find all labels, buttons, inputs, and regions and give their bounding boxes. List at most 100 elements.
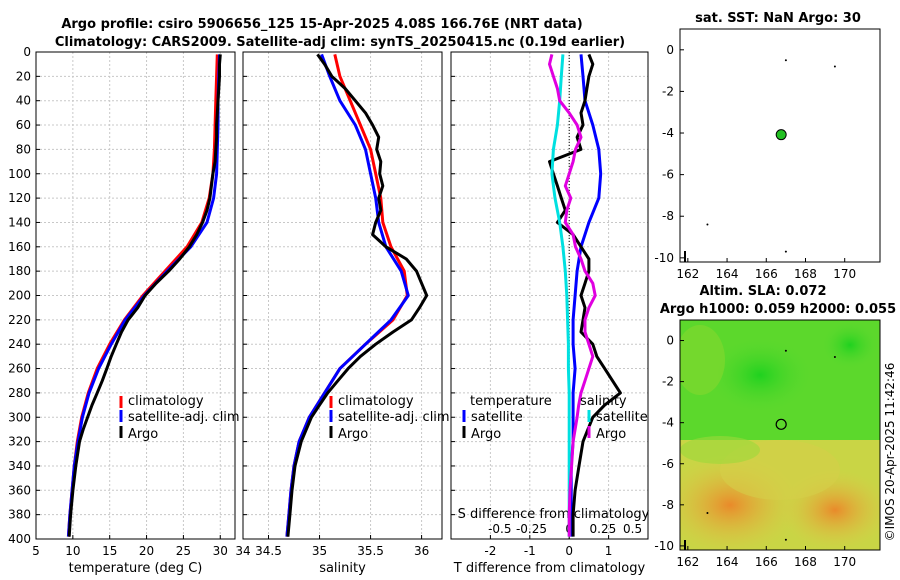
y-tick-label: 140 [8,215,31,229]
sst-map-panel: 162 164 166 168 170 0 -2 -4 -6 -8 -10 [654,28,881,281]
y-tick-label: 0 [666,43,674,57]
x-axis-label-top: S difference from climatology [458,507,650,522]
temperature-profile-panel: 5 10 15 20 25 3002040608010012014016018020022… [8,45,236,576]
imos-watermark: ©IMOS 20-Apr-2025 11:42:46 [883,363,897,542]
x-axis-label: salinity [319,561,366,576]
legend-label-argo: Argo [128,427,158,442]
argo-location-marker [775,129,787,141]
x-tick-label: 30 [213,544,228,558]
y-tick-label: -4 [662,126,674,140]
x-tick-label: 5 [32,544,40,558]
island-dot [833,65,836,68]
x-tick-label: 164 [716,555,739,569]
x-tick-label: 164 [716,267,739,281]
y-tick-label: -10 [654,539,674,553]
y-tick-label: -4 [662,416,674,430]
legend-temperature-header: temperature [470,394,552,409]
x-tick-label: 35.5 [357,544,384,558]
difference-profile-panel: -2 -1 0 1 T difference from climatology S dif… [450,51,650,576]
legend-label-satellite: satellite-adj. clim [338,410,450,425]
x-tick-label: 0 [565,544,573,558]
legend-label-sal-argo: Argo [596,427,626,442]
y-tick-label: 280 [8,386,31,400]
y-tick-label: 60 [16,118,31,132]
x-tick-label: 168 [794,267,817,281]
y-tick-label: 200 [8,289,31,303]
x-tick-label: 162 [676,555,699,569]
x-tick-label: 170 [833,267,856,281]
top-tick-label: -0.25 [516,522,547,536]
top-tick-label: 0.5 [623,522,642,536]
island-dot [706,512,709,515]
legend-label-sal-satellite: satellite [596,410,648,425]
y-tick-label: 160 [8,240,31,254]
top-tick-label: -0.5 [488,522,511,536]
x-tick-label: 36 [414,544,429,558]
y-tick-label: 320 [8,435,31,449]
legend-label-satellite: satellite-adj. clim [128,410,240,425]
y-tick-label: 0 [666,334,674,348]
legend-label-climatology: climatology [338,394,414,409]
x-tick-label: 25 [176,544,191,558]
island-dot [784,349,787,352]
x-tick-label: 162 [676,267,699,281]
y-tick-label: 360 [8,483,31,497]
legend-differences: temperature salinity satellite Argo sate… [462,394,648,442]
island-dot [784,538,787,541]
y-tick-label: 180 [8,264,31,278]
x-tick-label: 10 [65,544,80,558]
x-tick-label: -1 [524,544,536,558]
x-axis-label: T difference from climatology [453,561,646,576]
figure-title-line2: Climatology: CARS2009. Satellite-adj cli… [55,35,625,50]
legend-salinity-header: salinity [580,394,627,409]
x-tick-label: 34 [235,544,250,558]
sst-map-title: sat. SST: NaN Argo: 30 [695,11,861,26]
y-tick-label: -6 [662,457,674,471]
y-tick-label: 20 [16,69,31,83]
series-salinity-argo [548,54,597,537]
sla-map-panel: 162 164 166 168 170 0 -2 -4 -6 -8 -10 [654,319,881,569]
y-tick-label: -6 [662,168,674,182]
sla-map-title-line2: Argo h1000: 0.059 h2000: 0.055 [660,302,896,317]
x-tick-label: 20 [139,544,154,558]
x-tick-label: 170 [833,555,856,569]
y-tick-label: 220 [8,313,31,327]
y-tick-label: -8 [662,498,674,512]
sla-map-title-line1: Altim. SLA: 0.072 [700,284,827,299]
x-tick-label: 15 [102,544,117,558]
y-tick-label: 340 [8,459,31,473]
legend-temperature: climatology satellite-adj. clim Argo [119,394,240,442]
sla-heatmap [680,320,880,550]
series-argo [67,54,222,537]
island-dot [833,355,836,358]
island-dot [784,59,787,62]
x-tick-label: 166 [755,267,778,281]
x-tick-label: 168 [794,555,817,569]
coast-mark [684,540,686,550]
legend-label-climatology: climatology [128,394,204,409]
legend-label-temp-satellite: satellite [471,410,523,425]
y-tick-label: 100 [8,167,31,181]
argo-location-marker [775,418,787,430]
x-tick-label: -2 [484,544,496,558]
coast-mark [684,251,686,262]
legend-label-argo: Argo [338,427,368,442]
y-tick-label: 0 [23,45,31,59]
series-salinity-satellite [550,54,571,537]
y-tick-label: 300 [8,410,31,424]
x-tick-label: 166 [755,555,778,569]
x-tick-label: 35 [312,544,327,558]
y-tick-label: 240 [8,337,31,351]
map-frame [679,28,881,263]
y-tick-label: -2 [662,375,674,389]
legend-salinity: climatology satellite-adj. clim Argo [329,394,450,442]
y-tick-label: 260 [8,362,31,376]
x-tick-label: 34.5 [255,544,282,558]
x-tick-label: 1 [605,544,613,558]
y-tick-label: -8 [662,209,674,223]
top-tick-label: 0.25 [590,522,617,536]
series-argo [286,53,429,537]
series-temperature-argo [548,53,622,537]
figure-title-line1: Argo profile: csiro 5906656_125 15-Apr-2… [61,17,582,32]
